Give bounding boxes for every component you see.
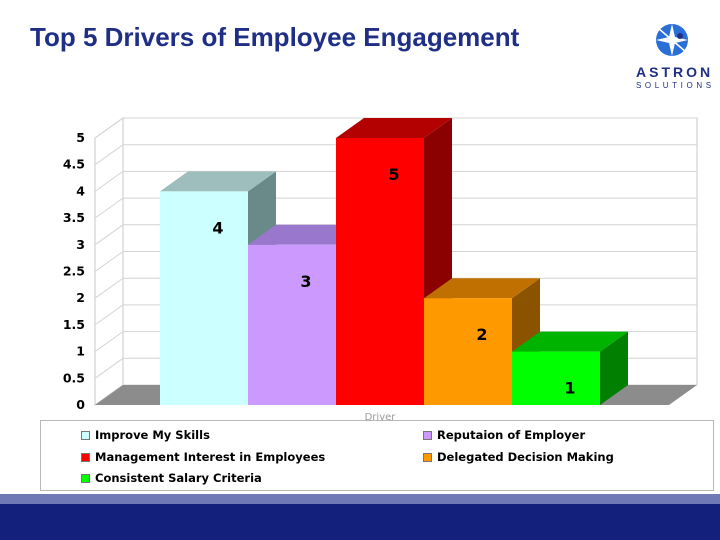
legend-item: Consistent Salary Criteria — [81, 470, 262, 486]
y-tick-label: 0.5 — [63, 370, 85, 385]
bar-top — [160, 171, 276, 192]
bar-front — [424, 298, 512, 405]
bar-front — [336, 138, 424, 405]
y-tick-label: 2 — [76, 290, 85, 305]
gridline — [94, 224, 697, 246]
data-label: 2 — [476, 325, 487, 344]
y-tick-label: 0 — [76, 397, 85, 412]
bar-chart: 0 0.5 1 1.5 2 2.5 3 3.5 4 4.5 5 4 3 5 2 1 Driver — [63, 117, 698, 420]
y-tick-label: 3 — [76, 237, 85, 252]
data-label: 3 — [300, 272, 311, 291]
data-label: 4 — [212, 218, 223, 237]
chart-gridlines — [94, 117, 697, 406]
legend-label: Reputaion of Employer — [437, 428, 586, 442]
logo-tagline: SOLUTIONS — [636, 81, 715, 90]
gridline — [94, 144, 697, 166]
y-tick-label: 1 — [76, 344, 85, 359]
data-labels: 4 3 5 2 1 — [212, 165, 575, 398]
y-tick-label: 4.5 — [63, 157, 85, 172]
y-tick-label: 3.5 — [63, 210, 85, 225]
legend-label: Management Interest in Employees — [95, 450, 326, 464]
bar-5 — [512, 331, 628, 405]
legend-swatch — [81, 473, 90, 483]
bar-side — [600, 331, 628, 405]
legend-swatch — [423, 452, 432, 462]
chart-legend: Improve My Skills Reputaion of Employer Ma… — [40, 420, 714, 491]
legend-swatch — [423, 430, 432, 440]
logo-name: ASTRON — [636, 64, 714, 80]
chart-bars — [160, 118, 628, 405]
astron-logo-icon — [656, 24, 688, 56]
gridline — [94, 197, 697, 219]
y-tick-label: 2.5 — [63, 264, 85, 279]
gridline — [94, 117, 697, 139]
footer-stripe — [0, 494, 720, 504]
y-tick-label: 1.5 — [63, 317, 85, 332]
legend-swatch — [81, 452, 90, 462]
y-axis-ticks: 0 0.5 1 1.5 2 2.5 3 3.5 4 4.5 5 — [63, 130, 85, 412]
bar-top — [512, 331, 628, 352]
legend-item: Improve My Skills — [81, 427, 210, 443]
legend-label: Improve My Skills — [95, 428, 210, 442]
data-label: 5 — [388, 165, 399, 184]
bar-3 — [336, 118, 452, 405]
gridline — [94, 251, 697, 272]
legend-label: Delegated Decision Making — [437, 450, 614, 464]
bar-top — [424, 278, 540, 299]
bar-front — [160, 191, 248, 405]
legend-label: Consistent Salary Criteria — [95, 471, 262, 485]
data-label: 1 — [564, 379, 575, 398]
slide-title: Top 5 Drivers of Employee Engagement — [30, 22, 520, 52]
bar-front — [512, 351, 600, 405]
legend-swatch — [81, 430, 90, 440]
gridline — [94, 170, 697, 192]
bar-top — [336, 118, 452, 138]
bar-front — [248, 244, 336, 405]
y-tick-label: 4 — [76, 183, 85, 198]
x-axis-title: Driver — [365, 412, 397, 420]
bar-top — [248, 224, 364, 245]
y-tick-label: 5 — [76, 130, 85, 145]
legend-item: Delegated Decision Making — [423, 449, 614, 465]
legend-item: Management Interest in Employees — [81, 449, 325, 465]
legend-item: Reputaion of Employer — [423, 427, 585, 443]
